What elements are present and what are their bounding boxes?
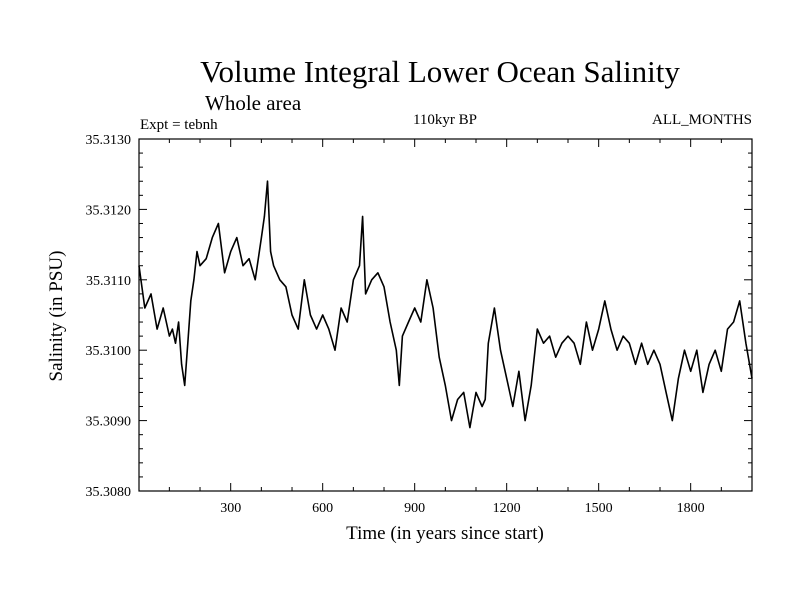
plot-frame (138, 138, 753, 492)
x-tick-label: 900 (404, 501, 425, 516)
months-label: ALL_MONTHS (652, 112, 752, 128)
y-tick-label: 35.3120 (86, 203, 132, 218)
experiment-label: Expt = tebnh (140, 117, 218, 133)
x-tick-label: 1500 (585, 501, 613, 516)
y-axis-label: Salinity (in PSU) (46, 251, 67, 382)
chart-title: Volume Integral Lower Ocean Salinity (200, 54, 680, 89)
y-tick-label: 35.3110 (86, 274, 131, 289)
period-label: 110kyr BP (413, 112, 477, 128)
x-tick-label: 600 (312, 501, 333, 516)
y-tick-label: 35.3080 (86, 485, 132, 500)
x-tick-label: 1200 (493, 501, 521, 516)
x-tick-label: 1800 (677, 501, 705, 516)
y-tick-label: 35.3130 (86, 133, 132, 148)
chart-subtitle: Whole area (205, 91, 302, 115)
y-tick-label: 35.3090 (86, 415, 132, 430)
y-tick-label: 35.3100 (86, 344, 132, 359)
series-line-salinity (138, 180, 753, 429)
x-axis-label: Time (in years since start) (346, 523, 544, 544)
x-tick-label: 300 (220, 501, 241, 516)
